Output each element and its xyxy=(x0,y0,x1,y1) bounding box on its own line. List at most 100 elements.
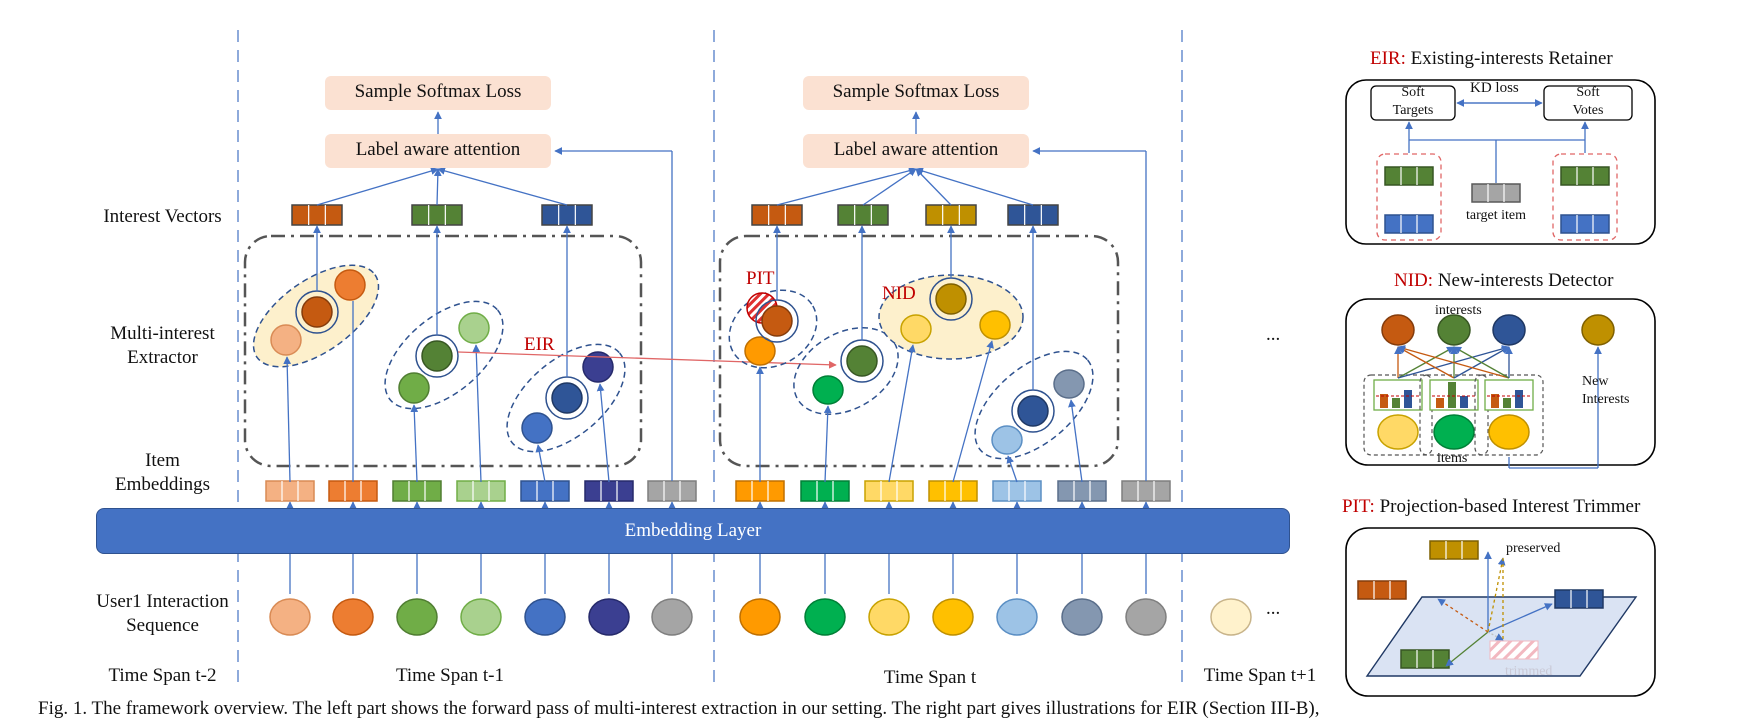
interest-vector-a xyxy=(291,204,343,226)
pit-title: Projection-based Interest Trimmer xyxy=(1374,496,1641,517)
nid-histogram-bar xyxy=(1436,398,1444,408)
item-embedding-b xyxy=(864,480,914,502)
pit-trimmed-vector xyxy=(1489,640,1539,660)
nid-item-node xyxy=(1488,414,1530,450)
nid-interest-node xyxy=(1381,314,1415,346)
cluster-a2 xyxy=(384,300,504,410)
attention-box-a: Label aware attention xyxy=(325,134,551,168)
pit-preserved-label: preserved xyxy=(1506,541,1561,556)
soft-targets-group xyxy=(1376,153,1442,241)
item-embedding-b xyxy=(735,480,785,502)
item-embedding-a xyxy=(584,480,634,502)
cluster-node xyxy=(270,324,302,356)
eir-title: Existing-interests Retainer xyxy=(1405,48,1613,69)
cluster-node xyxy=(744,336,776,366)
time-span-t: Time Span t xyxy=(883,667,977,688)
item-embedding-b xyxy=(800,480,850,502)
eir-target-item xyxy=(1471,183,1521,203)
pit-axis-red xyxy=(1437,598,1489,633)
nid-item-node xyxy=(1433,414,1475,450)
pit-vector-right xyxy=(1554,589,1604,609)
nid-histogram-bar xyxy=(1392,398,1400,408)
sequence-item-b xyxy=(996,598,1038,636)
eir-arrow-label: EIR xyxy=(524,334,555,355)
cluster-node xyxy=(991,425,1023,455)
sequence-item-a xyxy=(269,598,311,636)
interest-node xyxy=(421,340,453,372)
nid-interests-label: interests xyxy=(1435,303,1482,318)
kd-loss-label: KD loss xyxy=(1470,80,1519,96)
interest-vector-a xyxy=(541,204,593,226)
pit-preserved-arrow xyxy=(1487,557,1506,633)
loss-box-b: Sample Softmax Loss xyxy=(803,76,1029,110)
nid-item-node xyxy=(1377,414,1419,450)
embed-to-node-arrow xyxy=(596,383,610,483)
interest-node xyxy=(935,283,967,315)
extractor-frame-a xyxy=(243,234,643,468)
interest-vector-b xyxy=(837,204,889,226)
interest-to-attention-arrow xyxy=(915,168,952,206)
time-span-t+1: Time Span t+1 xyxy=(1203,665,1317,686)
soft-votes-line2: Votes xyxy=(1572,103,1604,118)
interest-node xyxy=(551,382,583,414)
embed-to-node-arrow xyxy=(952,340,994,483)
sequence-item-a xyxy=(651,598,693,636)
embed-to-node-arrow xyxy=(535,444,546,483)
interest-node xyxy=(1017,395,1049,427)
pit-panel-title: PIT: Projection-based Interest Trimmer xyxy=(1342,496,1640,518)
nid-items-label: items xyxy=(1437,451,1468,466)
eir-blue-vector xyxy=(1560,214,1610,234)
nid-title: New-interests Detector xyxy=(1433,270,1614,291)
eir-blue-vector xyxy=(1384,214,1434,234)
sequence-item-a xyxy=(332,598,374,636)
nid-item-group xyxy=(1363,374,1433,456)
embed-to-node-arrow xyxy=(1006,455,1018,483)
embed-to-node-arrow xyxy=(1068,399,1083,483)
eir-abbr: EIR: xyxy=(1370,48,1406,69)
extractor-frame-b xyxy=(718,234,1120,468)
item-embedding-a xyxy=(265,480,315,502)
sequence-item-a xyxy=(460,598,502,636)
nid-abbr: NID: xyxy=(1394,270,1434,291)
pit-trimmed-label: trimmed xyxy=(1505,664,1553,679)
cluster-node xyxy=(458,312,490,344)
cluster-node xyxy=(521,412,553,444)
cluster-node xyxy=(900,314,932,344)
nid-histogram-bar xyxy=(1503,398,1511,408)
sequence-item-a xyxy=(396,598,438,636)
nid-assign-arrow xyxy=(1453,346,1510,379)
pit-vector-left xyxy=(1357,580,1407,600)
pit-vector-bottom xyxy=(1400,649,1450,669)
nid-assign-arrow xyxy=(1397,345,1510,379)
cluster-node xyxy=(334,269,366,301)
item-embedding-a xyxy=(392,480,442,502)
cluster-node xyxy=(979,310,1011,340)
sequence-item-a xyxy=(524,598,566,636)
nid-histogram-bar xyxy=(1460,396,1468,408)
item-embedding-a xyxy=(647,480,697,502)
eir-panel-title: EIR: Existing-interests Retainer xyxy=(1370,48,1613,70)
soft-votes-line1: Soft xyxy=(1576,85,1600,100)
sequence-item-next xyxy=(1210,598,1252,636)
eir-arrow xyxy=(457,351,837,369)
embedding-layer: Embedding Layer xyxy=(96,508,1290,554)
soft-targets-box xyxy=(1370,85,1456,121)
cluster-node xyxy=(1053,369,1085,399)
interest-node xyxy=(761,305,793,337)
nid-new-interest-node xyxy=(1581,314,1615,346)
interest-to-attention-arrow xyxy=(316,167,439,206)
embed-to-node-arrow xyxy=(823,405,832,483)
item-embedding-a xyxy=(328,480,378,502)
figure-caption: Fig. 1. The framework overview. The left… xyxy=(38,698,1320,719)
nid-panel-title: NID: New-interests Detector xyxy=(1394,270,1614,292)
interest-vector-b xyxy=(1007,204,1059,226)
label-embeddings: Embeddings xyxy=(115,474,210,495)
eir-green-vector xyxy=(1384,166,1434,186)
interest-node xyxy=(846,345,878,377)
ellipsis-extractor: ... xyxy=(1266,324,1281,345)
sequence-item-a xyxy=(588,598,630,636)
soft-targets-line1: Soft xyxy=(1401,85,1425,100)
embed-to-node-arrow xyxy=(283,356,292,483)
interest-vector-a xyxy=(411,204,463,226)
soft-votes-group xyxy=(1552,153,1618,241)
